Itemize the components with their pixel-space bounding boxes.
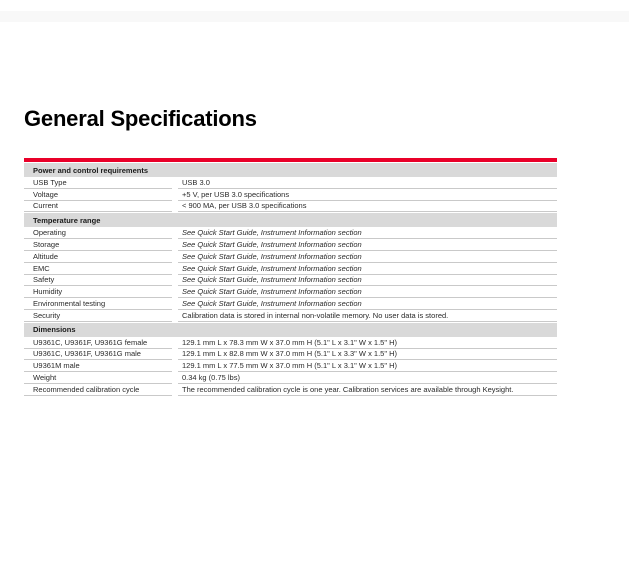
section-header-label: Temperature range — [33, 215, 101, 225]
table-row: U9361M male 129.1 mm L x 77.5 mm W x 37.0… — [24, 360, 557, 373]
spec-label: U9361C, U9361F, U9361G male — [24, 349, 172, 361]
table-row: Weight 0.34 kg (0.75 lbs) — [24, 372, 557, 384]
spec-value: See Quick Start Guide, Instrument Inform… — [178, 275, 557, 287]
spec-label: Current — [24, 201, 172, 213]
spec-label: Security — [24, 310, 172, 322]
section-header: Temperature range — [24, 213, 557, 228]
section-header: Power and control requirements — [24, 163, 557, 177]
spec-value: 0.34 kg (0.75 lbs) — [178, 372, 557, 384]
table-row: Altitude See Quick Start Guide, Instrumen… — [24, 251, 557, 263]
table-row: U9361C, U9361F, U9361G female 129.1 mm L … — [24, 337, 557, 349]
spec-value: 129.1 mm L x 77.5 mm W x 37.0 mm H (5.1"… — [178, 360, 557, 373]
table-row: Storage See Quick Start Guide, Instrument… — [24, 239, 557, 251]
spec-table: Power and control requirements USB Type US… — [24, 158, 557, 396]
spec-value: See Quick Start Guide, Instrument Inform… — [178, 286, 557, 299]
spec-label: Altitude — [24, 251, 172, 263]
spec-label: Voltage — [24, 189, 172, 201]
table-row: Voltage +5 V, per USB 3.0 specifications — [24, 189, 557, 201]
table-row: Humidity See Quick Start Guide, Instrumen… — [24, 286, 557, 299]
spec-label: Safety — [24, 275, 172, 287]
spec-value: 129.1 mm L x 78.3 mm W x 37.0 mm H (5.1"… — [178, 337, 557, 349]
page-top-band — [0, 11, 629, 22]
spec-value: See Quick Start Guide, Instrument Inform… — [178, 263, 557, 275]
page-title: General Specifications — [24, 106, 257, 131]
spec-label: U9361M male — [24, 360, 172, 373]
section-header-label: Power and control requirements — [33, 165, 149, 175]
table-row: USB Type USB 3.0 — [24, 177, 557, 189]
spec-value: 129.1 mm L x 82.8 mm W x 37.0 mm H (5.1"… — [178, 349, 557, 361]
spec-value: The recommended calibration cycle is one… — [178, 384, 557, 396]
spec-value: +5 V, per USB 3.0 specifications — [178, 189, 557, 201]
spec-value: Calibration data is stored in internal n… — [178, 310, 557, 322]
table-row: U9361C, U9361F, U9361G male 129.1 mm L x … — [24, 349, 557, 361]
spec-label: Recommended calibration cycle — [24, 384, 172, 396]
table-row: Security Calibration data is stored in in… — [24, 310, 557, 322]
spec-label: USB Type — [24, 177, 172, 189]
table-row: Safety See Quick Start Guide, Instrument … — [24, 275, 557, 287]
spec-value: See Quick Start Guide, Instrument Inform… — [178, 298, 557, 310]
table-row: Environmental testing See Quick Start Gui… — [24, 298, 557, 310]
table-row: Recommended calibration cycle The recomme… — [24, 384, 557, 396]
section-header: Dimensions — [24, 322, 557, 337]
spec-value: USB 3.0 — [178, 177, 557, 189]
spec-label: U9361C, U9361F, U9361G female — [24, 337, 172, 349]
spec-label: Environmental testing — [24, 298, 172, 310]
spec-label: Operating — [24, 227, 172, 240]
spec-table-body: Power and control requirements USB Type US… — [24, 163, 557, 396]
spec-label: Humidity — [24, 286, 172, 299]
table-row: Operating See Quick Start Guide, Instrume… — [24, 227, 557, 240]
table-accent-bar — [24, 158, 557, 162]
table-row: EMC See Quick Start Guide, Instrument Inf… — [24, 263, 557, 275]
section-header-label: Dimensions — [33, 325, 76, 335]
table-row: Current < 900 MA, per USB 3.0 specificati… — [24, 201, 557, 213]
spec-label: EMC — [24, 263, 172, 275]
spec-value: See Quick Start Guide, Instrument Inform… — [178, 239, 557, 251]
spec-label: Storage — [24, 239, 172, 251]
spec-value: See Quick Start Guide, Instrument Inform… — [178, 251, 557, 263]
spec-value: See Quick Start Guide, Instrument Inform… — [178, 227, 557, 240]
spec-label: Weight — [24, 372, 172, 384]
spec-value: < 900 MA, per USB 3.0 specifications — [178, 201, 557, 213]
